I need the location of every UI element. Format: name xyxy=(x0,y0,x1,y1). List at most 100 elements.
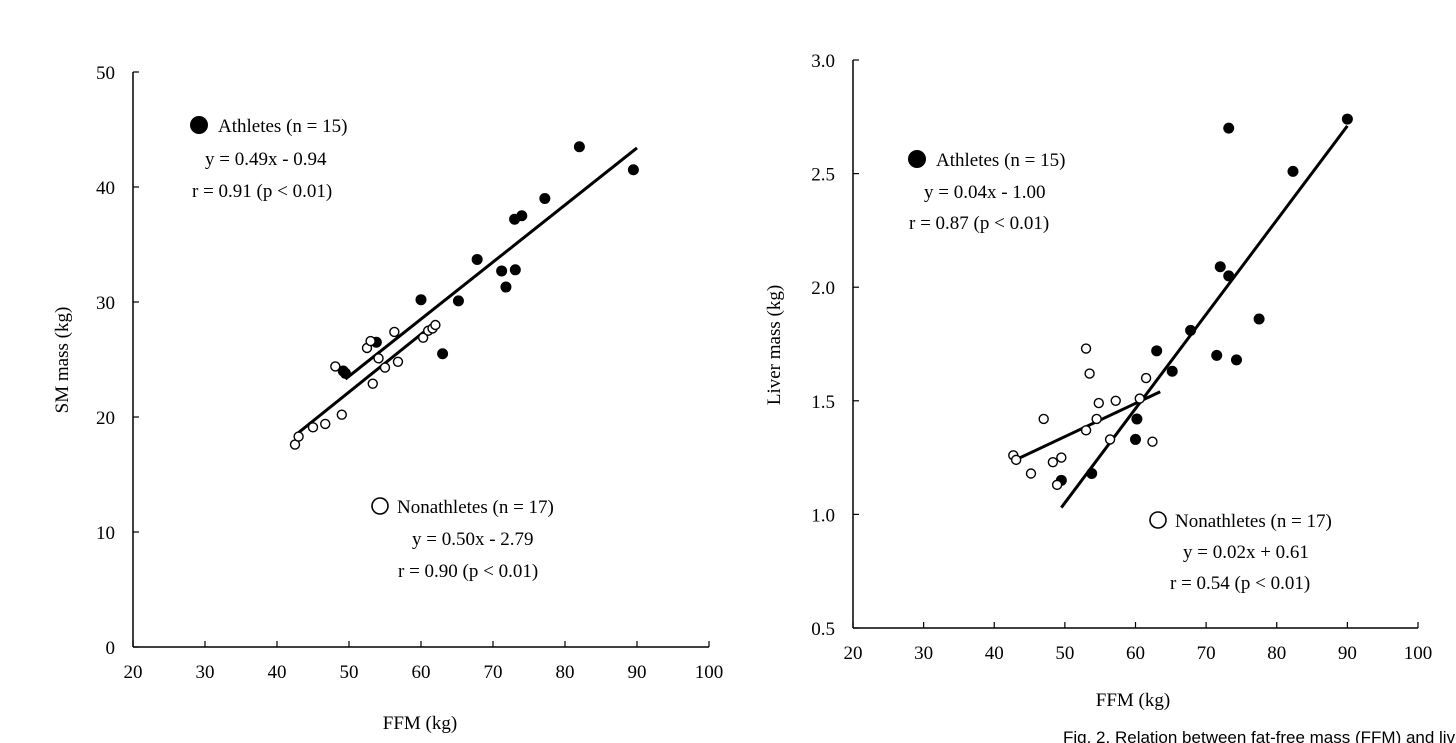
legend-athletes-marker xyxy=(190,116,208,134)
point-nonathletes xyxy=(392,356,404,367)
x-tick-label: 80 xyxy=(556,662,575,683)
point-nonathletes xyxy=(1084,368,1095,379)
point-nonathletes xyxy=(336,409,347,420)
point-nonathletes xyxy=(1025,468,1037,479)
legend-nonathletes-label: Nonathletes (n = 17) xyxy=(397,497,554,518)
y-tick-label: 20 xyxy=(96,408,115,429)
y-tick-label: 40 xyxy=(96,178,115,199)
point-athletes xyxy=(337,365,349,377)
point-nonathletes xyxy=(430,319,441,331)
x-tick-label: 20 xyxy=(124,662,143,683)
point-nonathletes xyxy=(1147,436,1158,447)
legend-athletes-label: Athletes (n = 15) xyxy=(218,116,347,137)
point-nonathletes xyxy=(320,418,331,430)
point-nonathletes xyxy=(417,332,429,343)
x-tick-label: 60 xyxy=(412,662,431,683)
point-athletes xyxy=(509,264,521,276)
x-tick-label: 90 xyxy=(628,662,647,683)
point-athletes xyxy=(573,141,585,153)
point-athletes xyxy=(452,295,464,307)
point-nonathletes xyxy=(379,362,391,373)
point-group xyxy=(1008,113,1353,491)
nonathletes-equation: y = 0.02x + 0.61 xyxy=(1183,542,1309,563)
fit-line-nonathletes xyxy=(294,321,437,437)
point-athletes xyxy=(1214,261,1226,273)
tick-group: 20 30 40 50 60 70 80 90 100 0.5 1.0 1.5 2.0 2.5 3.0 xyxy=(811,51,1432,664)
point-nonathletes xyxy=(1110,395,1121,406)
y-axis-label: SM mass (kg) xyxy=(52,307,73,414)
point-athletes xyxy=(1151,345,1163,357)
point-nonathletes xyxy=(1091,413,1102,425)
y-tick-label: 0 xyxy=(106,638,116,659)
point-nonathletes xyxy=(367,378,378,389)
point-athletes xyxy=(1287,165,1299,177)
x-tick-label: 70 xyxy=(1197,643,1216,664)
y-axis-label: Liver mass (kg) xyxy=(764,285,785,405)
point-athletes xyxy=(1185,324,1197,336)
tick-group: 20 30 40 50 60 70 80 90 100 0 10 20 30 40 50 xyxy=(96,63,723,683)
athletes-stats: r = 0.91 (p < 0.01) xyxy=(192,181,332,202)
y-tick-label: 3.0 xyxy=(811,51,835,72)
y-tick-label: 30 xyxy=(96,293,115,314)
fit-line-athletes xyxy=(1060,124,1349,509)
point-group xyxy=(289,141,639,450)
point-nonathletes xyxy=(1010,454,1022,466)
point-nonathletes xyxy=(1104,434,1116,445)
athletes-equation: y = 0.49x - 0.94 xyxy=(205,149,327,170)
point-athletes xyxy=(1086,468,1098,480)
x-tick-label: 60 xyxy=(1126,643,1145,664)
legend-nonathletes-marker xyxy=(1149,511,1167,529)
x-tick-label: 30 xyxy=(914,643,933,664)
x-tick-label: 80 xyxy=(1267,643,1286,664)
x-tick-label: 70 xyxy=(484,662,503,683)
x-tick-label: 90 xyxy=(1338,643,1357,664)
athletes-equation: y = 0.04x - 1.00 xyxy=(924,182,1046,203)
point-nonathletes xyxy=(293,431,304,442)
point-athletes xyxy=(516,210,528,222)
point-athletes xyxy=(1211,349,1223,361)
fit-lines xyxy=(1014,124,1349,509)
point-nonathletes xyxy=(330,361,341,372)
x-tick-label: 20 xyxy=(844,643,863,664)
fit-line-athletes xyxy=(344,146,638,381)
point-nonathletes xyxy=(1080,343,1092,354)
point-athletes xyxy=(500,281,512,293)
point-nonathletes xyxy=(307,422,319,433)
point-nonathletes xyxy=(1134,393,1145,404)
y-tick-label: 2.0 xyxy=(811,278,835,299)
point-athletes xyxy=(1223,270,1235,282)
x-tick-label: 30 xyxy=(196,662,215,683)
figure-caption: Fig. 2. Relation between fat-free mass (… xyxy=(1063,728,1456,743)
point-nonathletes xyxy=(1047,456,1059,468)
y-tick-label: 1.5 xyxy=(811,392,835,413)
point-nonathletes xyxy=(373,353,384,364)
point-athletes xyxy=(471,253,483,265)
point-athletes xyxy=(1341,113,1353,125)
point-nonathletes xyxy=(389,326,400,338)
point-nonathletes xyxy=(365,335,376,347)
x-axis-label: FFM (kg) xyxy=(383,713,457,734)
point-athletes xyxy=(627,164,639,176)
chart-liver-mass: Liver mass (kg) 20 30 40 50 60 70 80 90 100 0.5 1.… xyxy=(764,51,1432,711)
point-athletes xyxy=(1130,433,1141,445)
legend-athletes-marker xyxy=(908,150,926,168)
x-tick-label: 100 xyxy=(695,662,724,683)
point-athletes xyxy=(437,348,449,360)
x-tick-label: 40 xyxy=(268,662,287,683)
legend-nonathletes-marker xyxy=(371,497,389,515)
y-tick-label: 0.5 xyxy=(811,619,835,640)
legend-athletes-label: Athletes (n = 15) xyxy=(936,150,1065,171)
athletes-stats: r = 0.87 (p < 0.01) xyxy=(909,213,1049,234)
x-tick-label: 100 xyxy=(1404,643,1433,664)
point-athletes xyxy=(1253,313,1265,325)
point-nonathletes xyxy=(1038,413,1049,425)
fit-lines xyxy=(294,146,638,437)
chart-sm-mass: SM mass (kg) 20 30 40 50 60 70 80 90 100 0 10 20 30 4… xyxy=(52,63,723,734)
point-athletes xyxy=(539,193,551,204)
x-tick-label: 50 xyxy=(340,662,359,683)
legend-nonathletes-label: Nonathletes (n = 17) xyxy=(1175,511,1332,532)
y-tick-label: 50 xyxy=(96,63,115,84)
point-athletes xyxy=(1166,365,1178,377)
point-athletes xyxy=(1131,413,1143,425)
